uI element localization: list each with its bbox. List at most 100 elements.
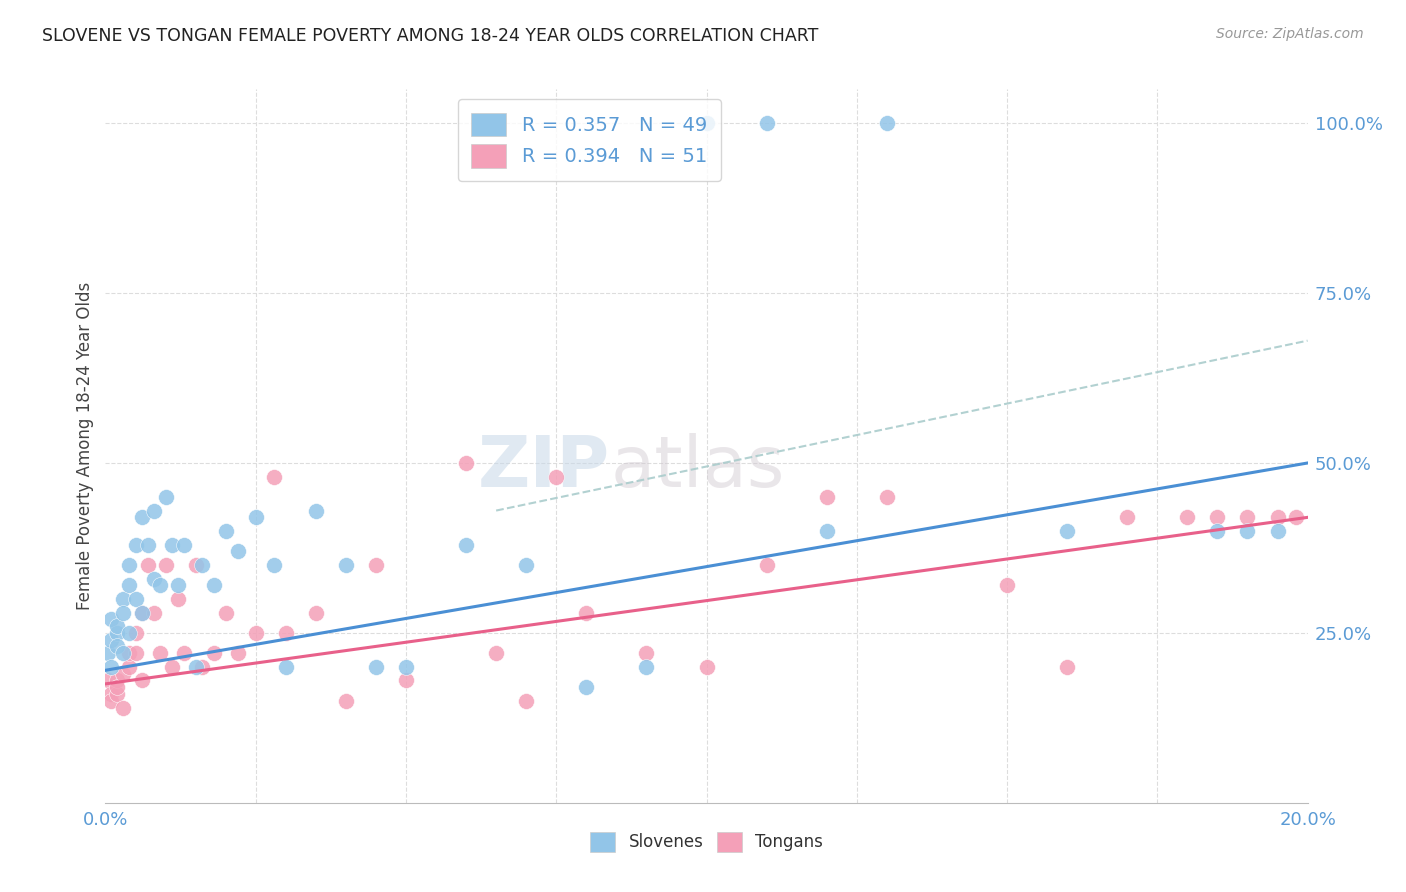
Point [131, 673, 153, 688]
Point [136, 558, 159, 572]
Point [305, 503, 328, 517]
Text: atlas: atlas [610, 433, 785, 502]
Text: ZIP: ZIP [478, 433, 610, 502]
Point [173, 646, 195, 660]
Point [876, 490, 898, 504]
Point [454, 537, 477, 551]
Point [226, 544, 249, 558]
Point [995, 578, 1018, 592]
Point [755, 116, 778, 130]
Point [118, 646, 141, 660]
Point [1056, 660, 1078, 674]
Point [118, 578, 141, 592]
Point [214, 606, 236, 620]
Point [136, 537, 159, 551]
Point [1267, 510, 1289, 524]
Point [636, 646, 658, 660]
Point [485, 646, 508, 660]
Point [1236, 510, 1258, 524]
Point [876, 116, 898, 130]
Point [112, 700, 135, 714]
Point [142, 572, 165, 586]
Point [575, 606, 598, 620]
Point [696, 116, 718, 130]
Point [100, 612, 122, 626]
Point [97, 646, 120, 660]
Point [1267, 524, 1289, 538]
Point [107, 640, 129, 654]
Point [245, 510, 267, 524]
Point [142, 606, 165, 620]
Point [148, 578, 170, 592]
Point [184, 558, 207, 572]
Point [1284, 510, 1306, 524]
Point [546, 469, 568, 483]
Point [100, 687, 122, 701]
Point [166, 591, 188, 606]
Point [214, 524, 236, 538]
Point [155, 558, 177, 572]
Point [190, 558, 212, 572]
Point [364, 558, 387, 572]
Point [202, 646, 225, 660]
Point [1206, 524, 1229, 538]
Point [112, 591, 135, 606]
Point [274, 660, 297, 674]
Point [100, 660, 122, 674]
Point [107, 626, 129, 640]
Point [97, 673, 120, 688]
Point [107, 673, 129, 688]
Point [155, 490, 177, 504]
Point [184, 660, 207, 674]
Point [335, 558, 357, 572]
Point [160, 537, 183, 551]
Point [112, 646, 135, 660]
Point [131, 510, 153, 524]
Point [124, 646, 146, 660]
Point [160, 660, 183, 674]
Point [1206, 510, 1229, 524]
Point [166, 578, 188, 592]
Point [1056, 524, 1078, 538]
Y-axis label: Female Poverty Among 18-24 Year Olds: Female Poverty Among 18-24 Year Olds [76, 282, 94, 610]
Point [173, 537, 195, 551]
Point [142, 503, 165, 517]
Point [124, 591, 146, 606]
Point [755, 558, 778, 572]
Point [454, 456, 477, 470]
Point [118, 660, 141, 674]
Point [636, 660, 658, 674]
Point [274, 626, 297, 640]
Legend: Slovenes, Tongans: Slovenes, Tongans [583, 825, 830, 859]
Point [263, 558, 285, 572]
Point [100, 632, 122, 647]
Point [364, 660, 387, 674]
Text: Source: ZipAtlas.com: Source: ZipAtlas.com [1216, 27, 1364, 41]
Point [515, 694, 537, 708]
Point [112, 666, 135, 681]
Point [202, 578, 225, 592]
Point [305, 606, 328, 620]
Point [107, 619, 129, 633]
Point [815, 490, 838, 504]
Text: SLOVENE VS TONGAN FEMALE POVERTY AMONG 18-24 YEAR OLDS CORRELATION CHART: SLOVENE VS TONGAN FEMALE POVERTY AMONG 1… [42, 27, 818, 45]
Point [190, 660, 212, 674]
Point [696, 660, 718, 674]
Point [335, 694, 357, 708]
Point [815, 524, 838, 538]
Point [226, 646, 249, 660]
Point [124, 626, 146, 640]
Point [131, 606, 153, 620]
Point [515, 558, 537, 572]
Point [100, 694, 122, 708]
Point [395, 673, 418, 688]
Point [107, 680, 129, 694]
Point [395, 660, 418, 674]
Point [263, 469, 285, 483]
Point [118, 558, 141, 572]
Point [112, 606, 135, 620]
Point [148, 646, 170, 660]
Point [131, 606, 153, 620]
Point [118, 626, 141, 640]
Point [107, 687, 129, 701]
